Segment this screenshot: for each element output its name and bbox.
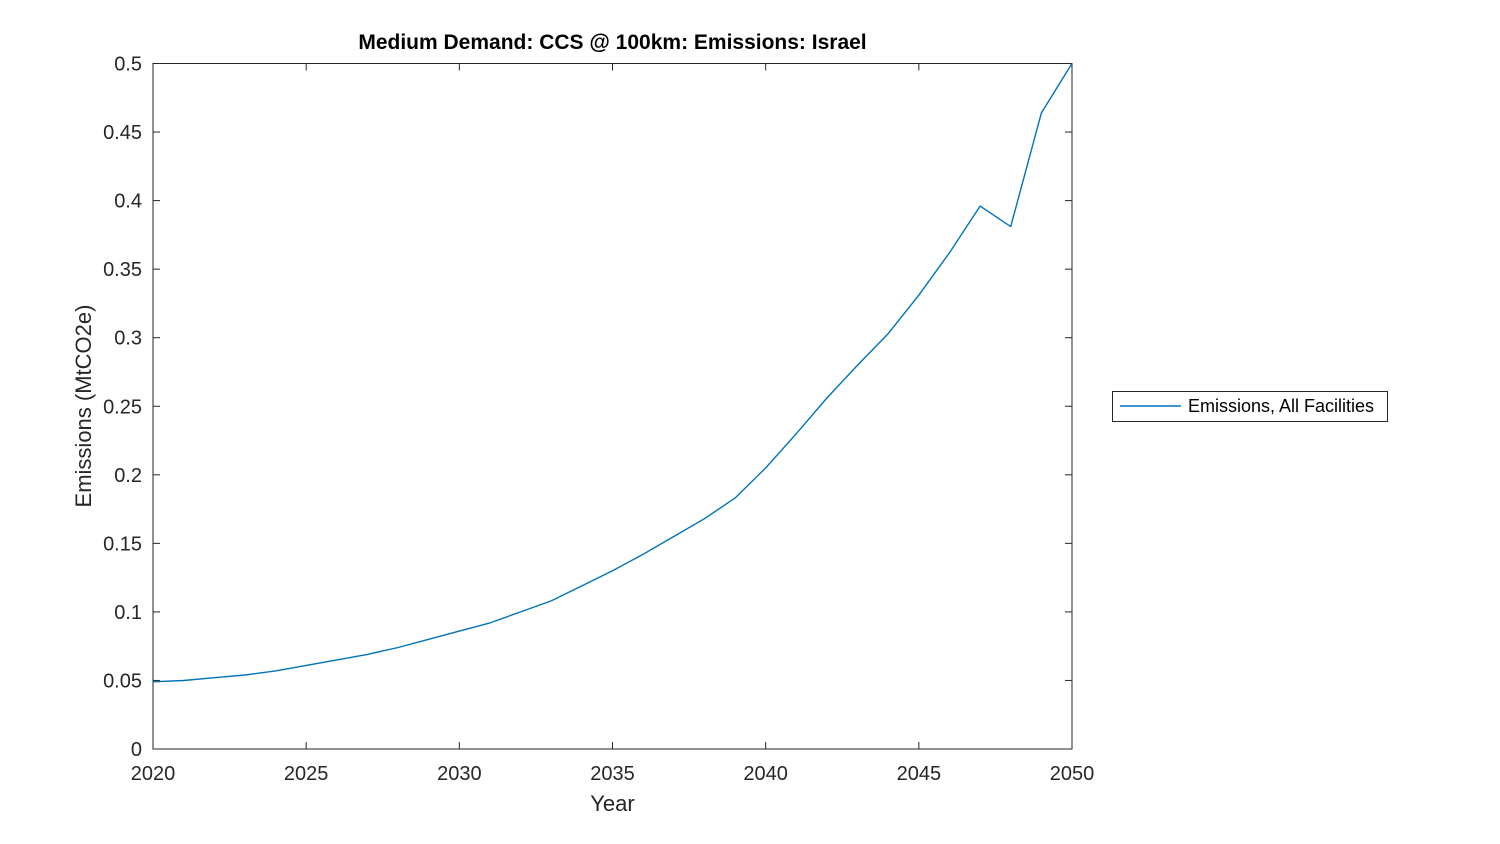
x-tick-label: 2030 [437,763,482,785]
y-tick-label: 0.1 [114,602,142,624]
y-tick-label: 0.4 [114,191,142,213]
x-tick-label: 2040 [743,763,788,785]
y-tick-label: 0.25 [103,396,142,418]
x-tick-label: 2035 [590,763,635,785]
chart-title: Medium Demand: CCS @ 100km: Emissions: I… [358,31,867,54]
x-axis-label: Year [590,791,635,816]
legend: Emissions, All Facilities [1112,391,1388,422]
x-tick-label: 2020 [131,763,176,785]
axes-box [152,63,1073,750]
legend-line-sample-icon [1120,405,1181,407]
y-axis-label: Emissions (MtCO2e) [71,304,96,508]
y-tick-label: 0.3 [114,328,142,350]
legend-entry: Emissions, All Facilities [1113,392,1387,421]
legend-label: Emissions, All Facilities [1188,396,1375,416]
y-tick-label: 0 [131,739,142,761]
y-tick-label: 0.15 [103,533,142,555]
x-tick-label: 2050 [1050,763,1095,785]
x-tick-label: 2045 [897,763,942,785]
emissions-line [152,63,1073,683]
y-tick-label: 0.05 [103,670,142,692]
y-tick-label: 0.35 [103,259,142,281]
x-tick-label: 2025 [284,763,329,785]
y-tick-label: 0.45 [103,122,142,144]
y-tick-label: 0.2 [114,465,142,487]
y-tick-label: 0.5 [114,54,142,76]
